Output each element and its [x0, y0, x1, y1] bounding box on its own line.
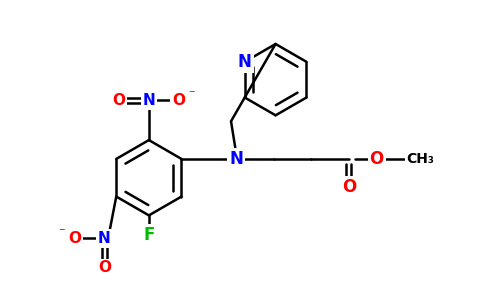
- Text: O: O: [172, 93, 185, 108]
- Text: N: N: [238, 53, 252, 71]
- Text: ⁻: ⁻: [59, 226, 65, 239]
- Text: O: O: [369, 150, 384, 168]
- Text: O: O: [342, 178, 356, 196]
- Text: CH₃: CH₃: [407, 152, 434, 166]
- Text: N: N: [98, 231, 111, 246]
- Text: O: O: [68, 231, 81, 246]
- Text: ⁻: ⁻: [188, 88, 195, 101]
- Text: O: O: [113, 93, 126, 108]
- Text: N: N: [142, 93, 155, 108]
- Text: N: N: [229, 150, 243, 168]
- Text: F: F: [143, 226, 154, 244]
- Text: O: O: [98, 260, 111, 275]
